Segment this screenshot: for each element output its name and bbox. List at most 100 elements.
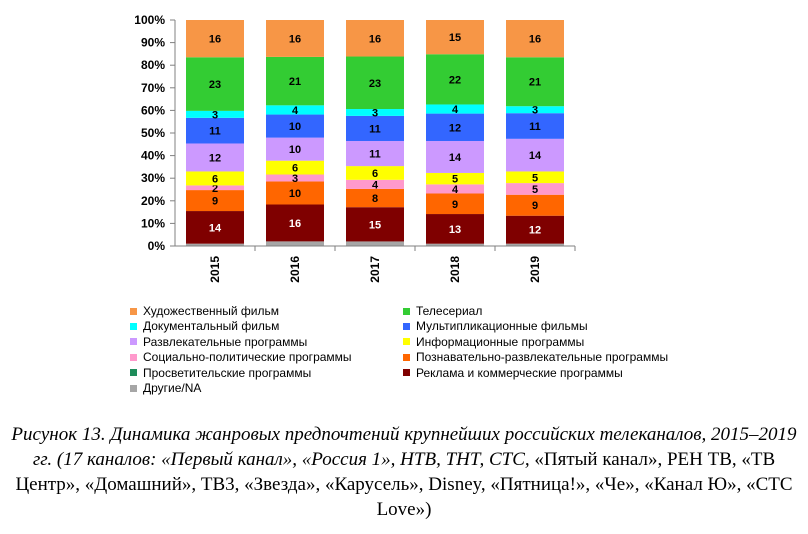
bar-segment <box>186 185 244 191</box>
bar-segment <box>346 179 404 189</box>
data-label: 5 <box>452 174 458 186</box>
legend-label: Художественный фильм <box>143 304 279 318</box>
legend-swatch <box>130 353 137 361</box>
legend-item: Просветительские программы <box>130 366 311 380</box>
y-tick-label: 20% <box>141 194 165 208</box>
legend-swatch <box>403 322 410 330</box>
data-label: 16 <box>369 33 381 45</box>
data-label: 9 <box>212 196 218 208</box>
data-label: 5 <box>532 172 538 184</box>
legend-swatch <box>130 338 137 346</box>
bar-segment <box>506 20 564 58</box>
bar-segment <box>186 211 244 244</box>
data-label: 9 <box>452 199 458 211</box>
figure-caption: Рисунок 13. Динамика жанровых предпочтен… <box>0 422 808 522</box>
bar-segment <box>346 56 404 110</box>
bar-segment <box>346 140 404 167</box>
legend-label: Просветительские программы <box>143 365 312 380</box>
bar-segment <box>346 166 404 180</box>
legend-swatch <box>130 384 137 392</box>
data-label: 16 <box>289 218 301 230</box>
bar-segment <box>346 20 404 57</box>
data-label: 4 <box>452 184 459 196</box>
legend-item: Познавательно-развлекательные программы <box>403 350 668 364</box>
data-label: 10 <box>289 144 301 156</box>
data-label: 3 <box>372 107 378 119</box>
data-label: 2 <box>212 183 218 195</box>
data-label: 3 <box>212 109 218 121</box>
bar-segment <box>506 194 564 216</box>
bar-segment <box>506 106 564 114</box>
legend-label: Социально-политические программы <box>143 350 352 365</box>
data-label: 5 <box>532 184 538 196</box>
bar-segment <box>426 172 484 185</box>
legend-swatch <box>403 369 410 377</box>
bar-segment <box>426 193 484 215</box>
legend-item: Реклама и коммерческие программы <box>403 366 623 380</box>
data-label: 4 <box>292 105 299 117</box>
data-label: 15 <box>369 219 381 231</box>
x-tick-label: 2015 <box>208 256 222 283</box>
bars: 1492612113231616103610104211615846111132… <box>186 20 564 246</box>
data-label: 16 <box>529 34 541 46</box>
bar-segment <box>266 241 324 246</box>
y-tick-label: 50% <box>141 126 165 140</box>
legend-label: Телесериал <box>416 304 483 318</box>
data-label: 23 <box>369 78 381 90</box>
x-axis: 2015 2016 2017 2018 2019 <box>175 245 576 283</box>
data-label: 11 <box>369 123 381 135</box>
y-tick-label: 40% <box>141 149 165 163</box>
caption-italic: Рисунок 13. Динамика жанровых предпочтен… <box>11 424 797 470</box>
bar-segment <box>346 109 404 116</box>
legend-label: Другие/NA <box>143 381 202 395</box>
legend-swatch <box>403 307 410 315</box>
y-tick-label: 30% <box>141 171 165 185</box>
data-label: 14 <box>449 152 462 164</box>
data-label: 23 <box>209 79 221 91</box>
legend-label: Документальный фильм <box>143 319 280 334</box>
legend-item: Мультипликационные фильмы <box>403 319 588 333</box>
bar-segment <box>186 57 244 111</box>
y-tick-label: 90% <box>141 36 165 50</box>
bar-segment <box>426 184 484 194</box>
data-label: 12 <box>449 122 461 134</box>
bar-segment <box>506 215 564 244</box>
bar-segment <box>506 138 564 172</box>
legend-item: Развлекательные программы <box>130 335 307 349</box>
data-label: 4 <box>452 104 459 116</box>
x-tick-label: 2019 <box>528 256 542 283</box>
x-tick-label: 2018 <box>448 256 462 283</box>
bar-segment <box>186 117 244 144</box>
data-label: 15 <box>449 32 461 44</box>
data-label: 8 <box>372 193 378 205</box>
bar-segment <box>426 140 484 173</box>
legend-item: Социально-политические программы <box>130 350 352 364</box>
data-label: 3 <box>292 173 298 185</box>
bar-segment <box>266 114 324 138</box>
data-label: 21 <box>289 76 301 88</box>
legend-item: Художественный фильм <box>130 304 279 318</box>
legend-swatch <box>130 322 137 330</box>
data-label: 13 <box>449 224 461 236</box>
legend-swatch <box>130 307 137 315</box>
data-label: 11 <box>209 126 221 138</box>
data-label: 12 <box>209 152 221 164</box>
data-label: 10 <box>289 121 301 133</box>
bar-segment <box>186 190 244 212</box>
x-tick-label: 2016 <box>288 256 302 283</box>
caption-regular: «Пятый канал», РЕН ТВ, «ТВ Центр», «Дома… <box>15 449 793 520</box>
data-label: 11 <box>369 149 381 161</box>
x-tick-label: 2017 <box>368 256 382 283</box>
legend-label: Информационные программы <box>416 334 585 349</box>
y-tick-label: 70% <box>141 81 165 95</box>
data-label: 9 <box>532 200 538 212</box>
bar-segment <box>266 181 324 205</box>
data-label: 10 <box>289 188 301 200</box>
data-label: 14 <box>209 222 222 234</box>
bar-segment <box>426 20 484 55</box>
data-label: 4 <box>372 179 379 191</box>
data-label: 12 <box>529 225 541 237</box>
data-label: 6 <box>212 173 218 185</box>
bar-segment <box>426 54 484 105</box>
bar-segment <box>506 57 564 107</box>
